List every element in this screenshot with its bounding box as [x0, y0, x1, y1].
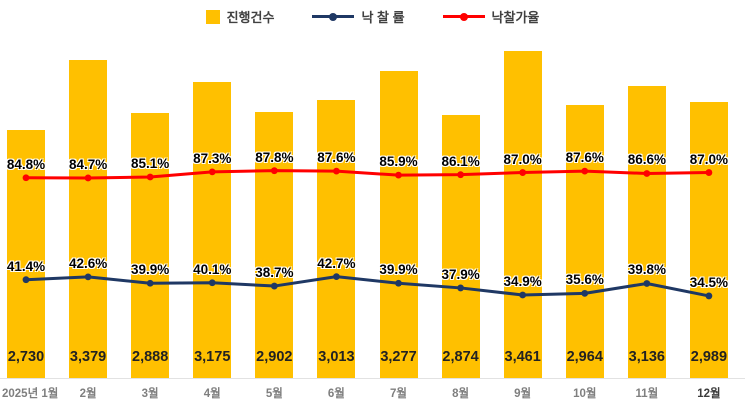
bar-value-label: 2,989: [690, 349, 728, 365]
bid-rate-value-label: 37.9%: [441, 266, 480, 282]
bar-value-label: 3,461: [504, 349, 541, 365]
legend-label-bid-success-rate: 낙 찰 률: [361, 10, 405, 25]
bar-value-label: 3,379: [69, 349, 107, 365]
bar-value-label: 2,730: [7, 349, 45, 365]
x-axis-label: 10월: [573, 388, 597, 400]
price-ratio-value-label: 84.8%: [6, 156, 46, 172]
x-axis-label: 2025년 1월: [2, 388, 59, 400]
x-axis-baseline: [0, 378, 745, 379]
bar-value-label: 3,175: [194, 349, 231, 365]
legend-label-case-count: 진행건수: [226, 10, 275, 25]
bid-rate-value-label: 41.4%: [6, 258, 46, 274]
bid-rate-value-label: 34.5%: [689, 274, 729, 290]
price-ratio-value-label: 87.0%: [503, 151, 542, 167]
x-axis-label: 5월: [265, 388, 283, 400]
price-ratio-value-label: 87.6%: [565, 150, 604, 166]
bid-rate-value-label: 38.7%: [255, 265, 294, 281]
bar-month-3: [131, 113, 170, 378]
legend-item-bid-price-ratio: 낙찰가율: [442, 7, 540, 26]
bar-month-7: [379, 71, 418, 378]
price-ratio-value-label: 87.6%: [317, 150, 356, 166]
line-marker-icon: [329, 12, 338, 21]
bid-rate-value-label: 39.9%: [131, 262, 170, 278]
price-ratio-value-label: 85.1%: [131, 156, 170, 171]
bid-rate-value-label: 40.1%: [193, 261, 232, 277]
price-ratio-value-label: 87.0%: [689, 151, 729, 167]
price-ratio-value-label: 86.1%: [441, 153, 480, 169]
bar-month-8: [441, 114, 480, 378]
bar-month-6: [317, 99, 356, 378]
x-axis-label: 9월: [514, 388, 532, 400]
bar-value-label: 3,277: [380, 349, 417, 365]
bar-value-label: 2,874: [442, 349, 479, 365]
legend-item-bid-success-rate: 낙 찰 률: [312, 7, 405, 26]
bar-value-label: 3,013: [318, 349, 355, 365]
price-ratio-value-label: 87.8%: [255, 149, 294, 165]
x-axis-label: 7월: [390, 388, 407, 400]
line-swatch-icon: [442, 12, 485, 21]
price-ratio-value-label: 87.3%: [193, 150, 232, 166]
price-ratio-line: [25, 169, 709, 180]
bar-month-12: [689, 102, 728, 378]
bar-value-label: 2,902: [256, 349, 293, 365]
line-swatch-icon: [312, 12, 355, 21]
x-axis-label: 2월: [79, 388, 97, 400]
bar-value-label: 3,136: [628, 349, 665, 365]
price-ratio-value-label: 85.9%: [379, 154, 418, 170]
chart-legend: 진행건수 낙 찰 률 낙찰가율: [0, 7, 745, 26]
bid-rate-value-label: 39.8%: [627, 262, 666, 278]
bar-month-5: [255, 111, 294, 378]
bar-month-10: [565, 104, 604, 378]
x-axis-label: 8월: [452, 388, 470, 400]
bar-swatch-icon: [205, 9, 220, 24]
bar-month-4: [193, 82, 232, 378]
x-axis-label: 11월: [635, 388, 659, 400]
bid-rate-value-label: 35.6%: [565, 272, 604, 288]
legend-label-bid-price-ratio: 낙찰가율: [491, 10, 540, 25]
price-ratio-value-label: 86.6%: [627, 152, 666, 168]
bar-value-label: 2,964: [566, 349, 603, 365]
bar-month-9: [503, 51, 542, 378]
x-axis-label: 6월: [327, 388, 345, 400]
bid-rate-value-label: 39.9%: [379, 262, 418, 278]
bar-value-label: 2,888: [132, 349, 169, 365]
bar-month-11: [627, 86, 666, 378]
x-axis-label: 3월: [141, 388, 159, 400]
x-axis-label: 12월: [697, 388, 721, 400]
legend-item-case-count: 진행건수: [205, 7, 275, 26]
price-ratio-value-label: 84.7%: [68, 156, 108, 172]
bid-rate-value-label: 42.6%: [68, 255, 108, 271]
line-marker-icon: [459, 12, 468, 21]
bar-month-2: [69, 60, 108, 378]
bid-rate-value-label: 42.7%: [317, 255, 356, 271]
x-axis-label: 4월: [203, 388, 221, 400]
bid-rate-value-label: 34.9%: [503, 273, 542, 289]
